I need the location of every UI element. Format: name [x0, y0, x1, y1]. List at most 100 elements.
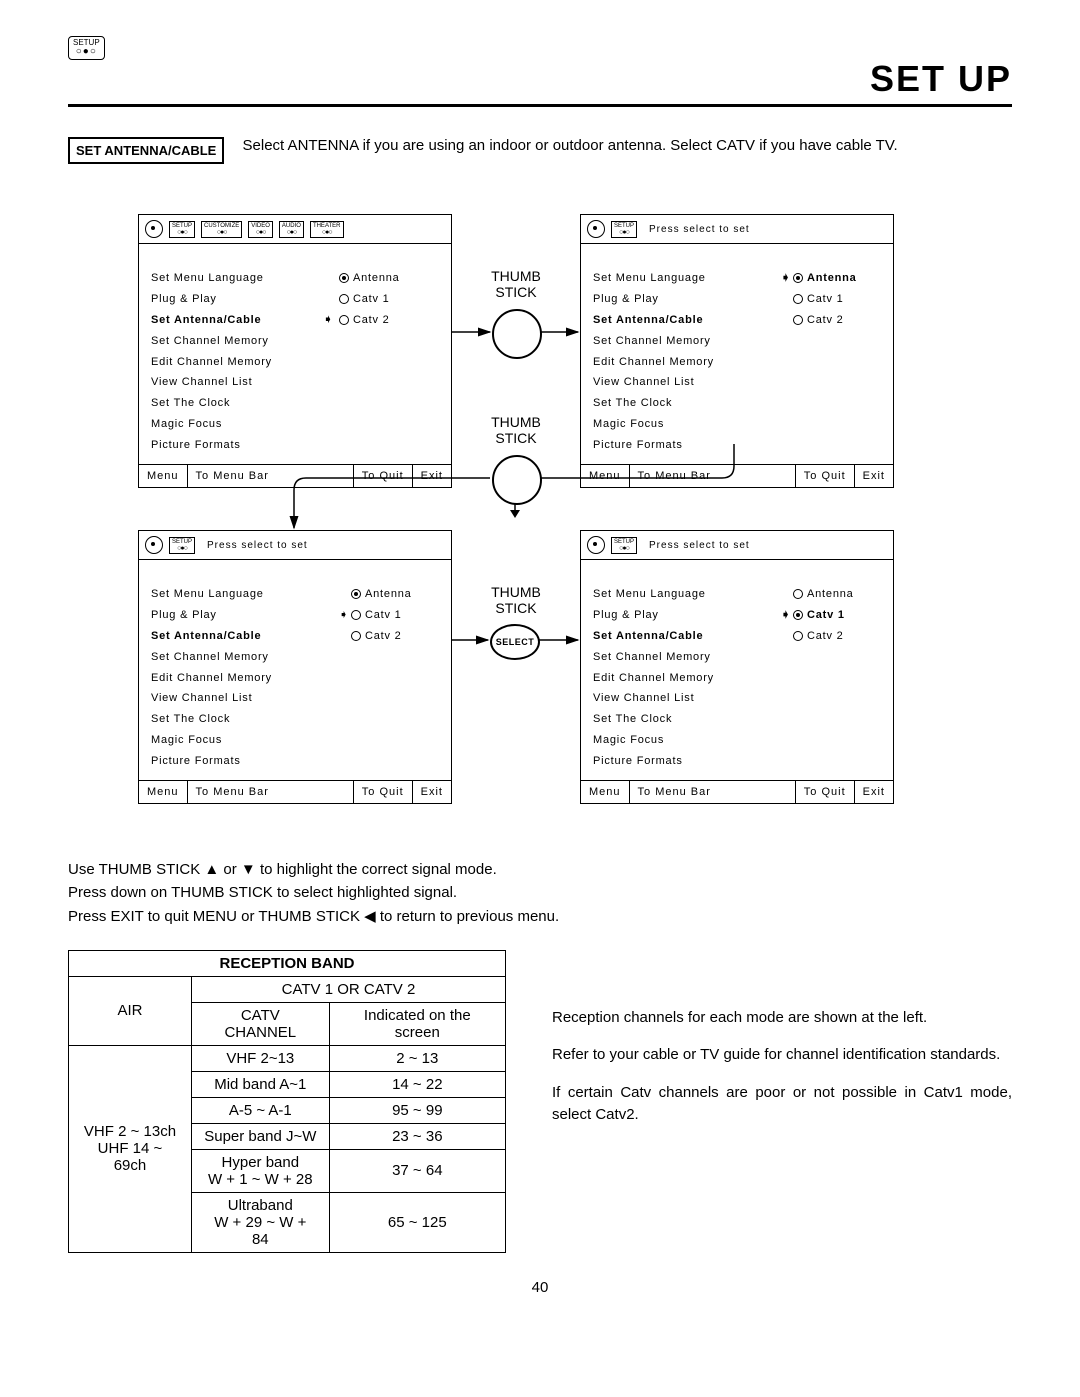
footer-menubar: To Menu Bar — [629, 781, 795, 803]
tab-setup: SETUP○●○ — [611, 221, 637, 238]
right-notes: Reception channels for each mode are sho… — [552, 992, 1012, 1142]
note-line: Reception channels for each mode are sho… — [552, 1007, 1012, 1030]
table-cell: 23 ~ 36 — [329, 1123, 505, 1149]
menu-item: Picture Formats — [593, 751, 881, 772]
menu-item: Set Channel Memory — [593, 331, 881, 352]
panel-tabs: SETUP○●○Press select to set — [581, 215, 893, 244]
option-antenna: Antenna — [339, 584, 412, 605]
menu-item: Magic Focus — [593, 730, 881, 751]
menu-item: Picture Formats — [593, 435, 881, 456]
table-cell: 65 ~ 125 — [329, 1192, 505, 1252]
footer-exit: Exit — [854, 465, 893, 487]
footer-quit: To Quit — [795, 781, 854, 803]
footer-quit: To Quit — [795, 465, 854, 487]
menu-item: View Channel List — [151, 688, 439, 709]
table-cell: Mid band A~1 — [191, 1071, 329, 1097]
option-catv 2: Catv 2 — [339, 310, 400, 331]
table-cell: A-5 ~ A-1 — [191, 1097, 329, 1123]
table-cell: Ultraband W + 29 ~ W + 84 — [191, 1192, 329, 1252]
menu-item: Set The Clock — [593, 393, 881, 414]
radio-icon — [793, 610, 803, 620]
panel-body: Set Menu LanguagePlug & PlaySet Antenna/… — [139, 560, 451, 780]
setup-icon-dots: ○●○ — [73, 47, 100, 57]
page-title: SET UP — [68, 58, 1012, 100]
footer-menu: Menu — [139, 781, 187, 803]
tab-customize: CUSTOMIZE○●○ — [201, 221, 242, 238]
menu-item: Edit Channel Memory — [593, 668, 881, 689]
menu-item: View Channel List — [151, 372, 439, 393]
arrow-icon: ➧ — [323, 308, 334, 331]
footer-menu: Menu — [581, 465, 629, 487]
tab-audio: AUDIO○●○ — [279, 221, 304, 238]
table-cell: Hyper band W + 1 ~ W + 28 — [191, 1149, 329, 1192]
menu-item: View Channel List — [593, 372, 881, 393]
menu-item: Set The Clock — [151, 709, 439, 730]
radio-icon — [339, 273, 349, 283]
menu-item: View Channel List — [593, 688, 881, 709]
option-catv 1: ➧Catv 1 — [339, 605, 412, 626]
menu-item: Picture Formats — [151, 751, 439, 772]
menu-item: Edit Channel Memory — [151, 352, 439, 373]
knob-icon — [145, 220, 163, 238]
menu-item: Edit Channel Memory — [593, 352, 881, 373]
table-cell: 2 ~ 13 — [329, 1045, 505, 1071]
menu-panel-3: SETUP○●○Press select to setSet Menu Lang… — [138, 530, 452, 804]
option-catv 1: ➧Catv 1 — [781, 605, 854, 626]
tab-setup: SETUP○●○ — [611, 537, 637, 554]
footer-quit: To Quit — [353, 465, 412, 487]
options-column: AntennaCatv 1Catv 2 — [339, 268, 400, 331]
option-catv 1: Catv 1 — [339, 289, 400, 310]
instructions: Use THUMB STICK ▲ or ▼ to highlight the … — [68, 858, 1012, 928]
radio-icon — [793, 273, 803, 283]
radio-icon — [793, 589, 803, 599]
radio-icon — [339, 294, 349, 304]
radio-icon — [793, 294, 803, 304]
panel-footer: MenuTo Menu BarTo QuitExit — [139, 464, 451, 487]
menu-item: Set Channel Memory — [593, 647, 881, 668]
indicated-header: Indicated on the screen — [329, 1002, 505, 1045]
menu-item: Magic Focus — [151, 730, 439, 751]
menu-item: Set The Clock — [151, 393, 439, 414]
footer-menu: Menu — [581, 781, 629, 803]
page: SETUP ○●○ SET UP SET ANTENNA/CABLE Selec… — [0, 0, 1080, 1397]
radio-icon — [793, 315, 803, 325]
panel-body: Set Menu LanguagePlug & PlaySet Antenna/… — [139, 244, 451, 464]
panel-footer: MenuTo Menu BarTo QuitExit — [139, 780, 451, 803]
option-catv 2: Catv 2 — [781, 626, 854, 647]
menu-item: Magic Focus — [593, 414, 881, 435]
page-number: 40 — [68, 1279, 1012, 1296]
menu-item: Set Channel Memory — [151, 647, 439, 668]
tab-setup: SETUP○●○ — [169, 537, 195, 554]
tab-video: VIDEO○●○ — [248, 221, 273, 238]
options-column: ➧AntennaCatv 1Catv 2 — [781, 268, 857, 331]
bottom-section: RECEPTION BAND AIR CATV 1 OR CATV 2 CATV… — [68, 950, 1012, 1253]
option-catv 2: Catv 2 — [781, 310, 857, 331]
footer-menubar: To Menu Bar — [629, 465, 795, 487]
knob-icon — [145, 536, 163, 554]
panel-footer: MenuTo Menu BarTo QuitExit — [581, 780, 893, 803]
menu-panel-4: SETUP○●○Press select to setSet Menu Lang… — [580, 530, 894, 804]
instruction-line: Use THUMB STICK ▲ or ▼ to highlight the … — [68, 858, 1012, 881]
options-column: Antenna➧Catv 1Catv 2 — [339, 584, 412, 647]
footer-exit: Exit — [854, 781, 893, 803]
table-cell: 37 ~ 64 — [329, 1149, 505, 1192]
menu-panel-2: SETUP○●○Press select to setSet Menu Lang… — [580, 214, 894, 488]
note-line: If certain Catv channels are poor or not… — [552, 1082, 1012, 1127]
intro-box: SET ANTENNA/CABLE — [68, 137, 224, 164]
radio-icon — [793, 631, 803, 641]
air-body: VHF 2 ~ 13ch UHF 14 ~ 69ch — [69, 1045, 192, 1252]
table-cell: 14 ~ 22 — [329, 1071, 505, 1097]
menu-item: Magic Focus — [151, 414, 439, 435]
tab-theater: THEATER○●○ — [310, 221, 344, 238]
instruction-line: Press EXIT to quit MENU or THUMB STICK ◀… — [68, 905, 1012, 928]
footer-menu: Menu — [139, 465, 187, 487]
diagram: THUMB STICK THUMB STICK THUMB STICK SELE… — [138, 214, 1012, 814]
air-header: AIR — [69, 976, 192, 1045]
panel-body: Set Menu LanguagePlug & PlaySet Antenna/… — [581, 244, 893, 464]
panel-tabs: SETUP○●○Press select to set — [139, 531, 451, 560]
instruction-line: Press down on THUMB STICK to select high… — [68, 881, 1012, 904]
footer-quit: To Quit — [353, 781, 412, 803]
setup-page-icon: SETUP ○●○ — [68, 36, 105, 60]
table-cell: VHF 2~13 — [191, 1045, 329, 1071]
menu-item: Set The Clock — [593, 709, 881, 730]
